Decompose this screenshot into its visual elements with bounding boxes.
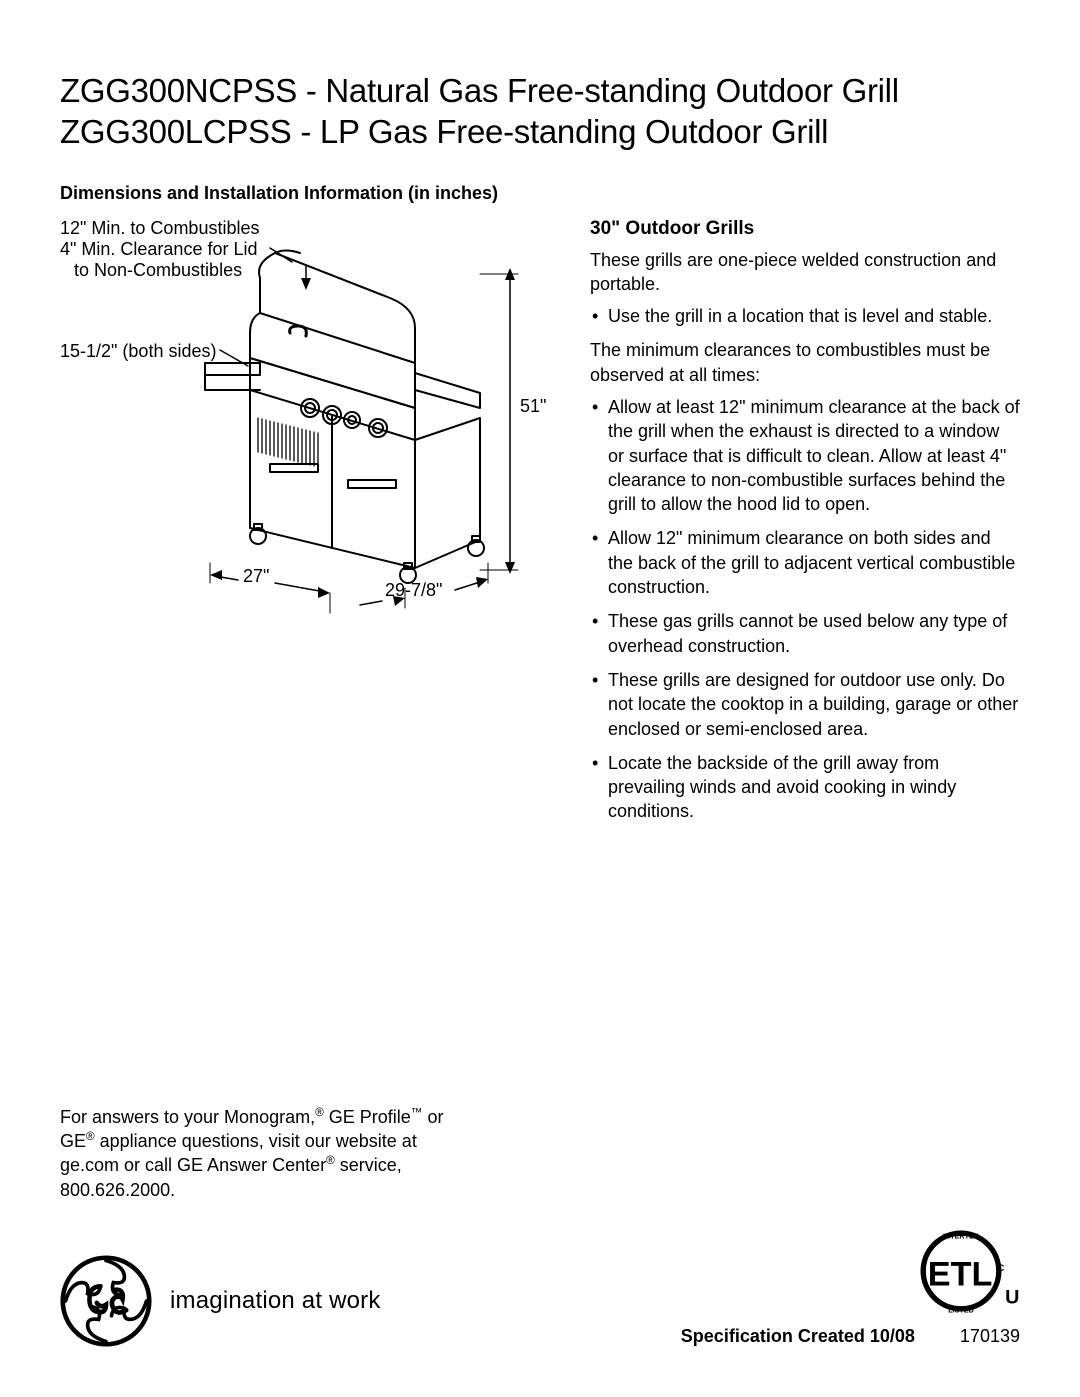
- svg-text:ETL: ETL: [928, 1255, 993, 1293]
- bullet-item: Allow 12" minimum clearance on both side…: [590, 526, 1020, 599]
- title-line-1: ZGG300NCPSS - Natural Gas Free-standing …: [60, 70, 1020, 111]
- bullet-item: These gas grills cannot be used below an…: [590, 609, 1020, 658]
- bullet-item: Allow at least 12" minimum clearance at …: [590, 395, 1020, 516]
- brand-block: imagination at work: [60, 1255, 381, 1347]
- left-column: 12" Min. to Combustibles 4" Min. Clearan…: [60, 218, 550, 834]
- bullet-item: These grills are designed for outdoor us…: [590, 668, 1020, 741]
- doc-number: 170139: [960, 1326, 1020, 1346]
- label-depth: 29-7/8": [385, 580, 442, 601]
- label-lid-clearance: 4" Min. Clearance for Lid: [60, 239, 257, 260]
- grill-svg: [60, 218, 550, 638]
- right-column: 30" Outdoor Grills These grills are one-…: [590, 218, 1020, 834]
- dimensions-subheading: Dimensions and Installation Information …: [60, 183, 1020, 204]
- svg-text:INTERTEK: INTERTEK: [943, 1232, 980, 1241]
- clearances-lead: The minimum clearances to combustibles m…: [590, 338, 1020, 387]
- etl-logo-icon: INTERTEK LISTED ETL C US: [920, 1226, 1020, 1316]
- label-height: 51": [520, 396, 546, 417]
- section-title: 30" Outdoor Grills: [590, 218, 1020, 240]
- spec-created: Specification Created 10/08: [681, 1326, 915, 1346]
- svg-text:LISTED: LISTED: [948, 1305, 974, 1314]
- contact-info: For answers to your Monogram,® GE Profil…: [60, 1105, 480, 1202]
- tagline: imagination at work: [170, 1287, 381, 1315]
- label-width: 27": [243, 566, 269, 587]
- title-block: ZGG300NCPSS - Natural Gas Free-standing …: [60, 70, 1020, 153]
- intro-paragraph: These grills are one-piece welded constr…: [590, 248, 1020, 297]
- grill-diagram: 12" Min. to Combustibles 4" Min. Clearan…: [60, 218, 550, 638]
- svg-text:C: C: [998, 1263, 1005, 1273]
- label-noncombustibles: to Non-Combustibles: [74, 260, 242, 281]
- label-side-clearance: 15-1/2" (both sides): [60, 341, 216, 362]
- etl-us-text: US: [1005, 1286, 1020, 1308]
- footer: For answers to your Monogram,® GE Profil…: [60, 1105, 1020, 1347]
- spec-line: Specification Created 10/08 170139: [681, 1326, 1020, 1347]
- bullet-item: Locate the backside of the grill away fr…: [590, 751, 1020, 824]
- title-line-2: ZGG300LCPSS - LP Gas Free-standing Outdo…: [60, 111, 1020, 152]
- bullet-item: Use the grill in a location that is leve…: [590, 304, 1020, 328]
- ge-logo-icon: [60, 1255, 152, 1347]
- label-combustibles: 12" Min. to Combustibles: [60, 218, 259, 239]
